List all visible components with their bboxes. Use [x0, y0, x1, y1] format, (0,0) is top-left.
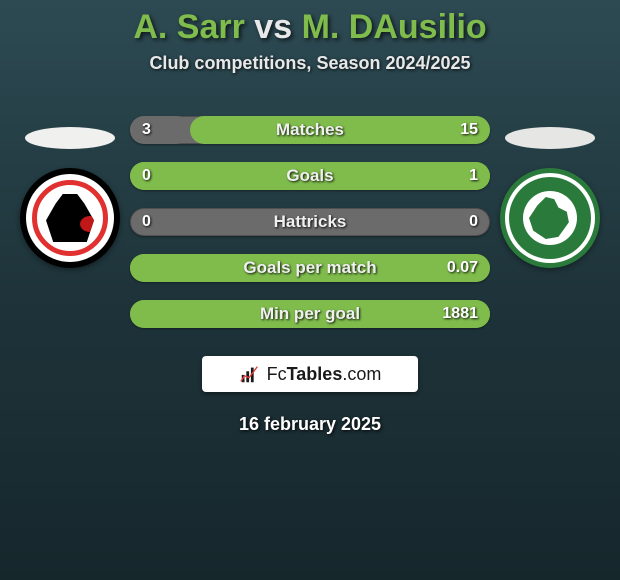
stat-value-left: 0: [142, 167, 151, 185]
stat-value-left: 3: [142, 121, 151, 139]
stat-value-left: 0: [142, 213, 151, 231]
fctables-logo-link[interactable]: FcTables.com: [202, 356, 418, 392]
stats-list: 3 Matches 15 0 Goals 1 0 Hattricks 0 Goals per ma…: [130, 116, 490, 328]
logo-bold: Tables: [287, 364, 343, 384]
stat-value-right: 1881: [442, 305, 478, 323]
subtitle: Club competitions, Season 2024/2025: [0, 53, 620, 74]
stat-value-right: 0: [469, 213, 478, 231]
logo-suffix: .com: [342, 364, 381, 384]
stat-row: 3 Matches 15: [130, 116, 490, 144]
stat-fill-left: [130, 116, 190, 144]
player1-headshot-placeholder: [25, 127, 115, 149]
left-player-ellipse: [10, 116, 130, 160]
left-badge-column: [10, 116, 130, 268]
player1-name: A. Sarr: [133, 8, 245, 46]
player1-club-crest: [20, 168, 120, 268]
vs-separator: vs: [254, 8, 292, 46]
stat-label: Min per goal: [260, 304, 360, 324]
stat-row: Goals per match 0.07: [130, 254, 490, 282]
player2-headshot-placeholder: [505, 127, 595, 149]
stat-label: Hattricks: [274, 212, 347, 232]
comparison-title: A. Sarr vs M. DAusilio: [0, 0, 620, 47]
stat-value-right: 15: [460, 121, 478, 139]
logo-text: FcTables.com: [267, 364, 382, 385]
player2-club-crest: [500, 168, 600, 268]
logo-prefix: Fc: [267, 364, 287, 384]
stat-label: Goals per match: [243, 258, 376, 278]
stat-label: Goals: [286, 166, 333, 186]
stat-label: Matches: [276, 120, 344, 140]
stat-value-right: 1: [469, 167, 478, 185]
right-player-ellipse: [490, 116, 610, 160]
stat-value-right: 0.07: [447, 259, 478, 277]
right-badge-column: [490, 116, 610, 268]
stat-row: Min per goal 1881: [130, 300, 490, 328]
stat-row: 0 Hattricks 0: [130, 208, 490, 236]
comparison-date: 16 february 2025: [0, 414, 620, 435]
stat-row: 0 Goals 1: [130, 162, 490, 190]
foggia-figure-icon: [46, 194, 94, 242]
content-row: 3 Matches 15 0 Goals 1 0 Hattricks 0 Goals per ma…: [0, 116, 620, 328]
bar-chart-icon: [239, 363, 261, 385]
player2-name: M. DAusilio: [302, 8, 487, 46]
